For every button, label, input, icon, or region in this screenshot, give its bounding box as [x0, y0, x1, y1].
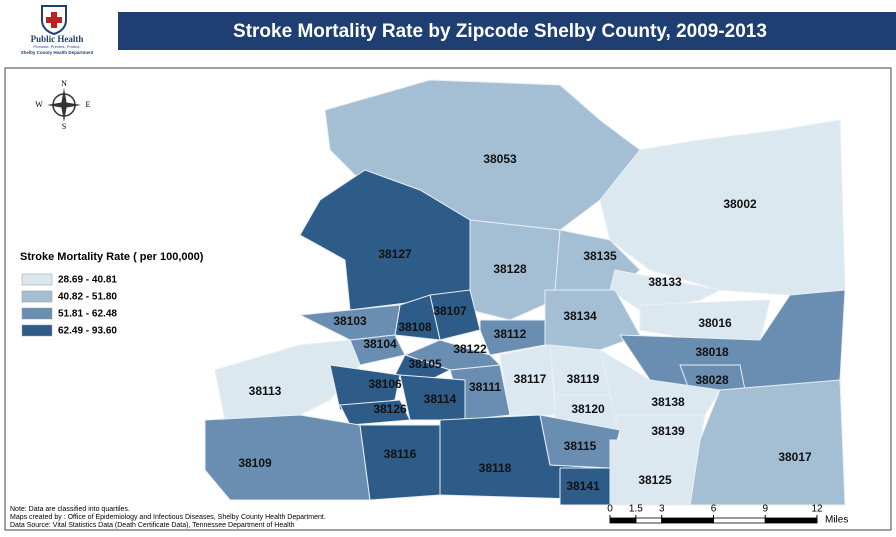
legend-title: Stroke Mortality Rate ( per 100,000) — [20, 251, 204, 263]
zip-region — [689, 379, 846, 506]
zip-region — [339, 399, 411, 426]
zip-region — [324, 79, 641, 231]
scale-label: 9 — [762, 504, 768, 515]
zip-region — [599, 348, 721, 416]
scale-segment — [764, 517, 818, 524]
zip-label: 38116 — [384, 447, 417, 461]
zip-label: 38134 — [563, 309, 597, 323]
zip-label: 38103 — [333, 314, 367, 328]
zip-label: 38127 — [378, 247, 412, 261]
zip-label: 38139 — [651, 424, 685, 438]
notes: Note: Data are classified into quartiles… — [10, 506, 326, 529]
title-bar — [118, 12, 896, 50]
zip-label: 38141 — [566, 479, 600, 493]
scale-segment — [609, 517, 637, 524]
zip-label: 38120 — [571, 402, 605, 416]
zip-label: 38118 — [479, 461, 512, 475]
zip-label: 38017 — [778, 450, 812, 464]
scale-label: 0 — [607, 504, 613, 515]
scale-label: 6 — [711, 504, 717, 515]
zip-labels: 38053 38002 38127 38128 38135 38133 38016 38134… — [238, 152, 812, 493]
compass-s: S — [62, 122, 66, 131]
zip-label: 38117 — [514, 372, 547, 386]
zip-label: 38114 — [424, 392, 457, 406]
zip-label: 38018 — [695, 345, 729, 359]
compass-star — [47, 88, 81, 122]
legend-label: 51.81 - 62.48 — [58, 309, 117, 320]
zip-region — [204, 414, 371, 501]
zip-label: 38113 — [249, 384, 282, 398]
title: Stroke Mortality Rate by Zipcode Shelby … — [233, 21, 767, 42]
zip-label: 38126 — [373, 402, 407, 416]
logo-org: Shelby County Health Department — [21, 50, 94, 55]
legend-swatch — [21, 324, 53, 337]
zip-label: 38016 — [698, 316, 732, 330]
zip-label: 38112 — [494, 327, 527, 341]
scale-segment — [661, 517, 714, 524]
zip-region — [559, 467, 611, 506]
scale-unit: Miles — [825, 515, 848, 526]
legend-label: 28.69 - 40.81 — [58, 275, 117, 286]
logo-cross — [46, 12, 62, 28]
zip-label: 38104 — [363, 337, 397, 351]
note: Note: Data are classified into quartiles… — [10, 506, 130, 513]
zip-label: 38133 — [648, 275, 682, 289]
legend-swatch — [21, 290, 53, 303]
legend-label: 40.82 - 51.80 — [58, 292, 117, 303]
zip-label: 38122 — [453, 342, 487, 356]
logo-tagline: Promote. Prevent. Protect. — [33, 44, 80, 49]
zip-label: 38106 — [368, 377, 402, 391]
compass-w: W — [35, 100, 43, 109]
zip-label: 38135 — [583, 249, 617, 263]
scale-label: 1.5 — [629, 504, 643, 515]
zip-region — [479, 319, 546, 356]
zip-label: 38119 — [567, 372, 600, 386]
note: Data Source: Vital Statistics Data (Deat… — [10, 522, 295, 529]
zip-label: 38138 — [651, 395, 685, 409]
zip-label: 38128 — [493, 262, 527, 276]
scale-segment — [713, 517, 766, 524]
zip-region — [359, 424, 441, 501]
zip-label: 38002 — [723, 197, 757, 211]
legend-swatch — [21, 273, 53, 286]
zip-label: 38125 — [638, 473, 672, 487]
zip-label: 38053 — [483, 152, 517, 166]
zip-label: 38115 — [564, 439, 597, 453]
zip-label: 38105 — [408, 357, 442, 371]
legend-swatch — [21, 307, 53, 320]
scale-label: 3 — [659, 504, 665, 515]
compass-n: N — [61, 79, 67, 88]
legend-label: 62.49 - 93.60 — [58, 326, 117, 337]
note: Maps created by : Office of Epidemiology… — [10, 514, 326, 521]
legend: 28.69 - 40.81 40.82 - 51.80 51.81 - 62.48 6… — [21, 273, 117, 337]
zip-region — [298, 304, 401, 341]
zip-label: 38109 — [238, 456, 272, 470]
scale-label: 12 — [811, 504, 823, 515]
zip-label: 38111 — [469, 380, 501, 394]
zip-label: 38028 — [695, 373, 729, 387]
zip-label: 38108 — [398, 320, 432, 334]
logo-title: Public Health — [31, 34, 84, 44]
scale-segment — [635, 517, 663, 524]
zip-label: 38107 — [433, 304, 467, 318]
regions — [204, 79, 846, 506]
compass-e: E — [86, 100, 91, 109]
